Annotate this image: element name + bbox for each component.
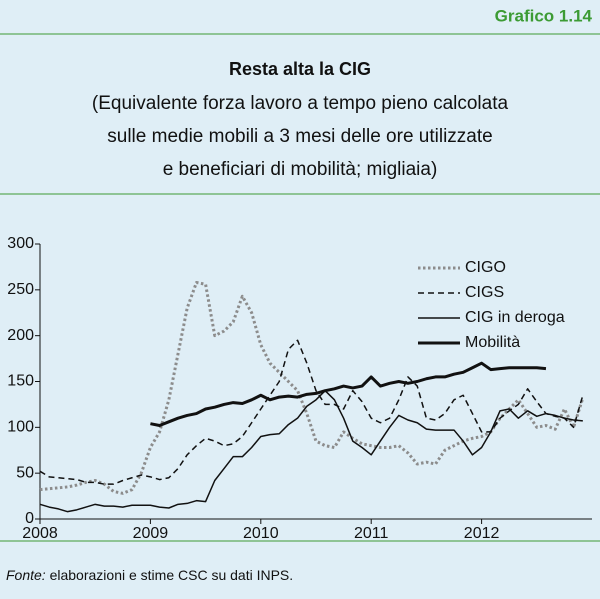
footer: Fonte: elaborazioni e stime CSC su dati … [6,567,293,583]
x-tick-label: 2012 [464,525,500,542]
y-tick-label: 200 [7,327,34,344]
legend-label: Mobilità [465,334,520,351]
legend-label: CIG in deroga [465,309,565,326]
header: Grafico 1.14 [495,6,593,25]
x-tick-label: 2011 [354,525,389,542]
y-tick-label: 300 [7,235,34,252]
series-line [150,361,547,427]
series-line [39,281,585,495]
y-tick-label: 150 [7,373,34,390]
chart-title: Resta alta la CIG [229,59,371,79]
x-tick-label: 2008 [22,525,58,542]
x-tick-label: 2010 [243,525,279,542]
x-tick-label: 2009 [133,525,169,542]
legend-label: CIGO [465,259,506,276]
subtitle: e beneficiari di mobilità; migliaia) [163,159,438,180]
series-line [39,339,584,485]
series-line [39,389,583,513]
legend-label: CIGS [465,284,504,301]
y-tick-label: 100 [7,419,34,436]
source-label: Fonte: [6,567,46,583]
subtitle: sulle medie mobili a 3 mesi delle ore ut… [107,126,492,147]
subtitle: (Equivalente forza lavoro a tempo pieno … [92,93,509,114]
y-tick-label: 250 [7,281,34,298]
y-tick-label: 50 [16,464,34,481]
source-text: elaborazioni e stime CSC su dati INPS. [46,567,293,583]
y-tick-label: 0 [25,510,34,527]
